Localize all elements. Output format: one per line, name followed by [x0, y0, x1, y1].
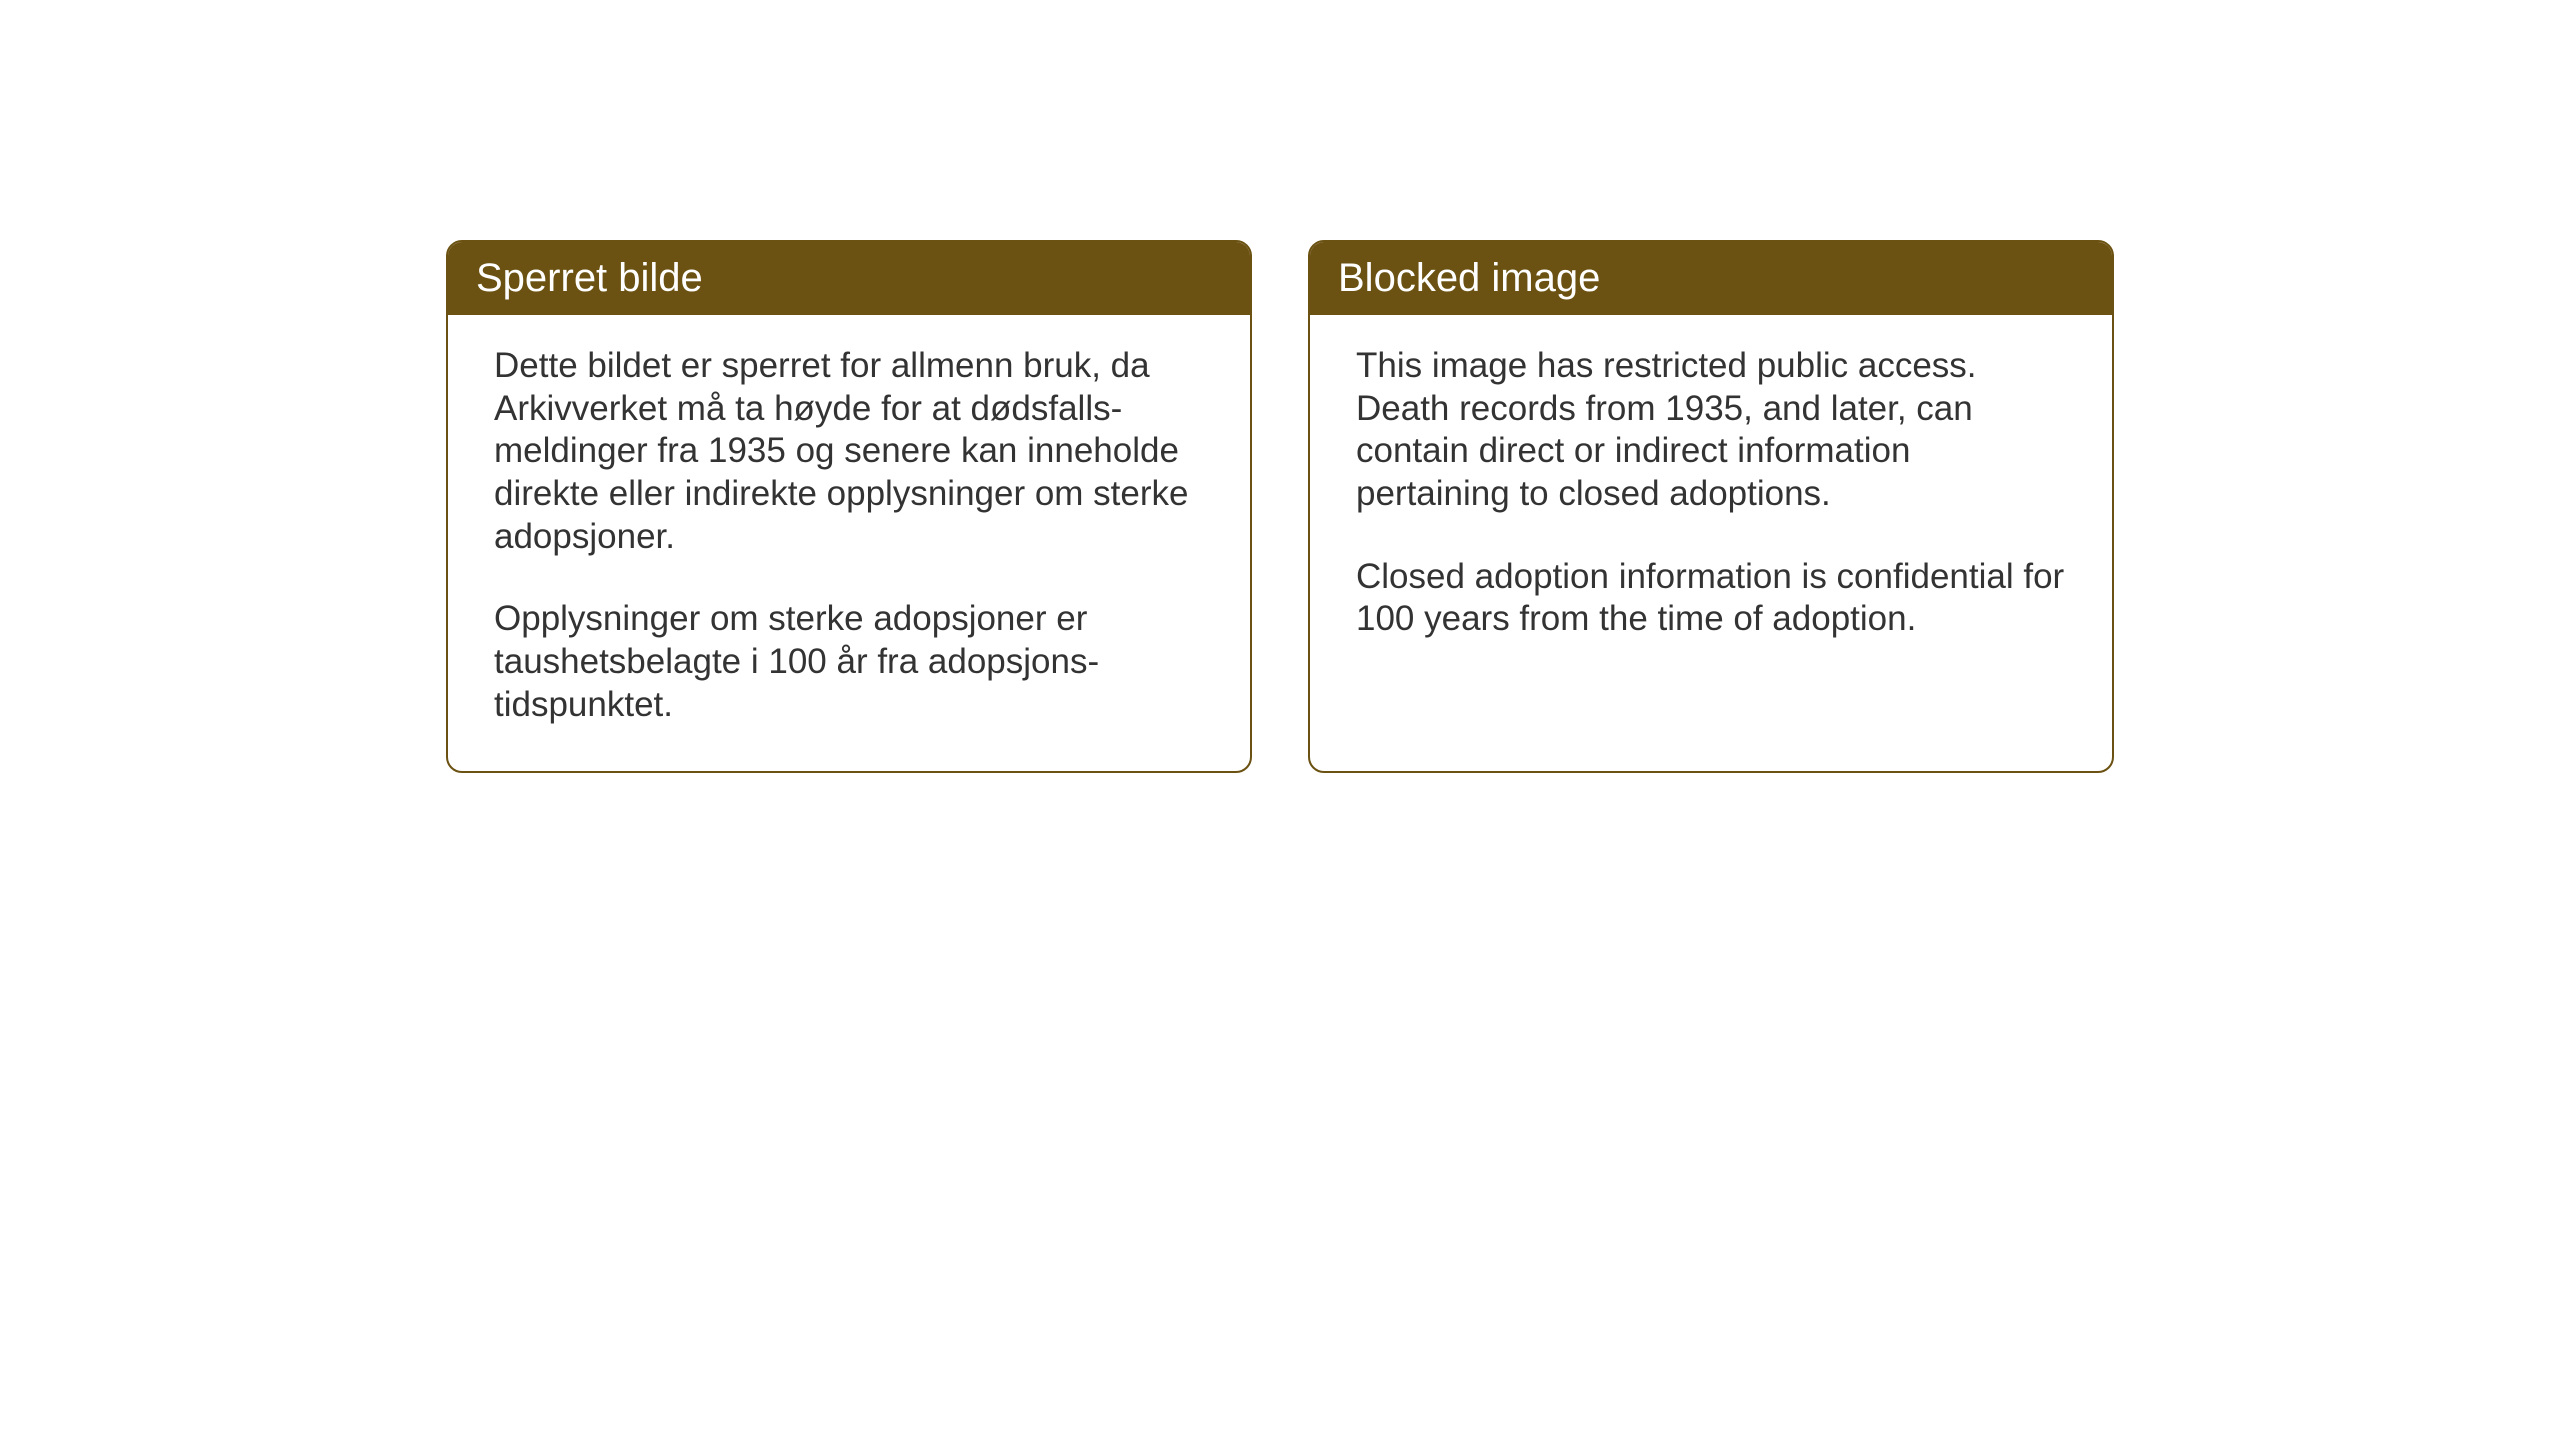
norwegian-card: Sperret bilde Dette bildet er sperret fo…	[446, 240, 1252, 773]
english-paragraph-2: Closed adoption information is confident…	[1356, 556, 2066, 641]
cards-container: Sperret bilde Dette bildet er sperret fo…	[446, 240, 2114, 773]
english-card-body: This image has restricted public access.…	[1310, 315, 2112, 685]
english-card-title: Blocked image	[1338, 256, 1600, 300]
english-paragraph-1: This image has restricted public access.…	[1356, 345, 2066, 516]
english-card: Blocked image This image has restricted …	[1308, 240, 2114, 773]
norwegian-paragraph-2: Opplysninger om sterke adopsjoner er tau…	[494, 598, 1204, 726]
norwegian-paragraph-1: Dette bildet er sperret for allmenn bruk…	[494, 345, 1204, 558]
norwegian-card-title: Sperret bilde	[476, 256, 703, 300]
norwegian-card-header: Sperret bilde	[448, 242, 1250, 315]
norwegian-card-body: Dette bildet er sperret for allmenn bruk…	[448, 315, 1250, 771]
english-card-header: Blocked image	[1310, 242, 2112, 315]
